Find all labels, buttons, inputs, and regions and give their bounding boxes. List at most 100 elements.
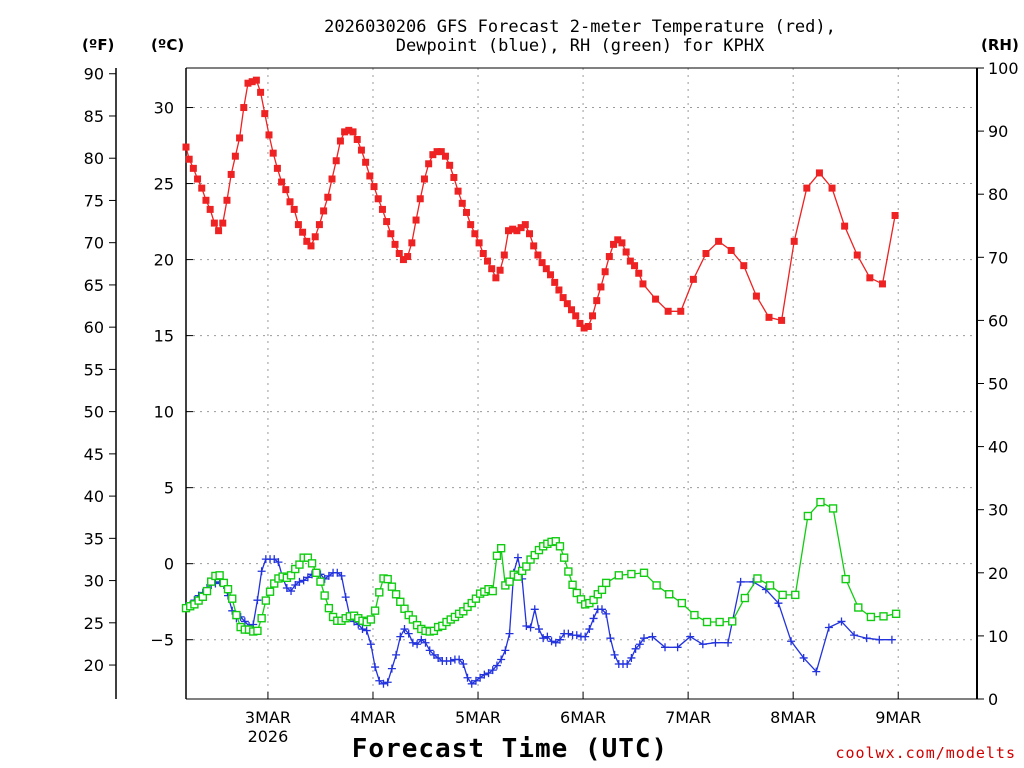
site-credit[interactable]: coolwx.com/modelts	[835, 744, 1016, 762]
data-point	[324, 603, 334, 613]
data-point	[513, 553, 522, 562]
rh-tick-label: 100	[988, 59, 1019, 78]
data-point	[740, 593, 750, 603]
data-point	[261, 110, 269, 118]
data-point	[215, 227, 223, 235]
data-point	[727, 246, 735, 254]
data-point	[501, 646, 510, 655]
celsius-tick-label: −5	[150, 631, 174, 650]
data-point	[555, 286, 563, 294]
x-tick-label: 5MAR	[455, 708, 501, 727]
data-point	[803, 511, 813, 521]
data-point	[219, 578, 229, 588]
data-point	[392, 650, 401, 659]
data-point	[295, 577, 304, 586]
data-point	[202, 196, 210, 204]
data-point	[270, 555, 279, 564]
data-point	[378, 205, 386, 213]
data-point	[765, 581, 775, 590]
data-point	[513, 572, 523, 581]
data-point	[303, 237, 311, 245]
data-point	[425, 160, 433, 168]
data-point	[543, 632, 552, 641]
data-point	[391, 240, 399, 248]
data-point	[341, 593, 350, 602]
data-point	[391, 590, 401, 599]
data-point	[182, 143, 190, 151]
data-point	[366, 615, 376, 624]
data-point	[320, 207, 328, 215]
data-point	[639, 280, 647, 288]
data-point	[198, 184, 206, 192]
data-point	[400, 625, 409, 634]
data-point	[248, 78, 256, 86]
data-point	[500, 251, 508, 259]
x-tick-label: 8MAR	[770, 708, 816, 727]
data-point	[458, 199, 466, 207]
data-point	[521, 221, 529, 229]
data-point	[563, 300, 571, 308]
data-point	[387, 582, 397, 591]
data-point	[702, 249, 710, 257]
data-point	[240, 617, 249, 626]
x-tick-sublabel: 2026	[248, 727, 289, 746]
data-point	[715, 617, 724, 627]
rh-tick-label: 40	[988, 438, 1008, 457]
series-rh	[181, 497, 901, 636]
data-point	[815, 169, 823, 177]
data-point	[601, 268, 609, 276]
data-point	[400, 604, 409, 613]
data-point	[295, 560, 304, 569]
data-point	[396, 632, 405, 641]
data-point	[522, 562, 531, 571]
data-point	[253, 596, 262, 605]
data-point	[231, 152, 239, 160]
data-point	[463, 673, 472, 682]
data-point	[593, 297, 601, 305]
data-point	[673, 643, 682, 652]
data-point	[828, 504, 838, 513]
fahrenheit-tick-label: 50	[84, 403, 104, 422]
data-point	[752, 292, 760, 300]
data-point	[841, 574, 850, 584]
data-point	[568, 306, 576, 314]
x-tick-label: 7MAR	[665, 708, 711, 727]
data-point	[446, 656, 455, 665]
data-point	[664, 307, 672, 315]
data-point	[270, 579, 279, 588]
data-point	[875, 635, 884, 644]
fahrenheit-tick-label: 35	[84, 529, 104, 548]
data-point	[597, 605, 606, 614]
data-point	[602, 609, 611, 618]
data-point	[420, 175, 428, 183]
data-point	[530, 550, 539, 560]
fahrenheit-unit-label: (ºF)	[82, 36, 115, 54]
data-point	[778, 590, 787, 600]
data-point	[253, 626, 262, 636]
data-point	[564, 629, 573, 638]
data-point	[488, 265, 496, 273]
data-point	[547, 271, 555, 279]
data-point	[652, 581, 661, 590]
data-point	[429, 650, 438, 659]
data-point	[816, 497, 825, 507]
data-point	[626, 257, 634, 265]
data-point	[374, 195, 382, 203]
data-point	[467, 221, 475, 229]
data-point	[379, 679, 388, 688]
data-point	[345, 126, 353, 134]
data-point	[740, 262, 748, 270]
data-point	[661, 643, 670, 652]
data-point	[665, 590, 674, 599]
fahrenheit-tick-label: 65	[84, 276, 104, 295]
data-point	[387, 230, 395, 238]
data-point	[530, 242, 538, 250]
data-point	[286, 571, 296, 580]
data-point	[307, 559, 317, 568]
data-point	[715, 237, 723, 245]
x-tick-label: 3MAR	[245, 708, 291, 727]
data-point	[412, 216, 420, 224]
data-point	[185, 155, 193, 163]
data-point	[879, 612, 888, 621]
